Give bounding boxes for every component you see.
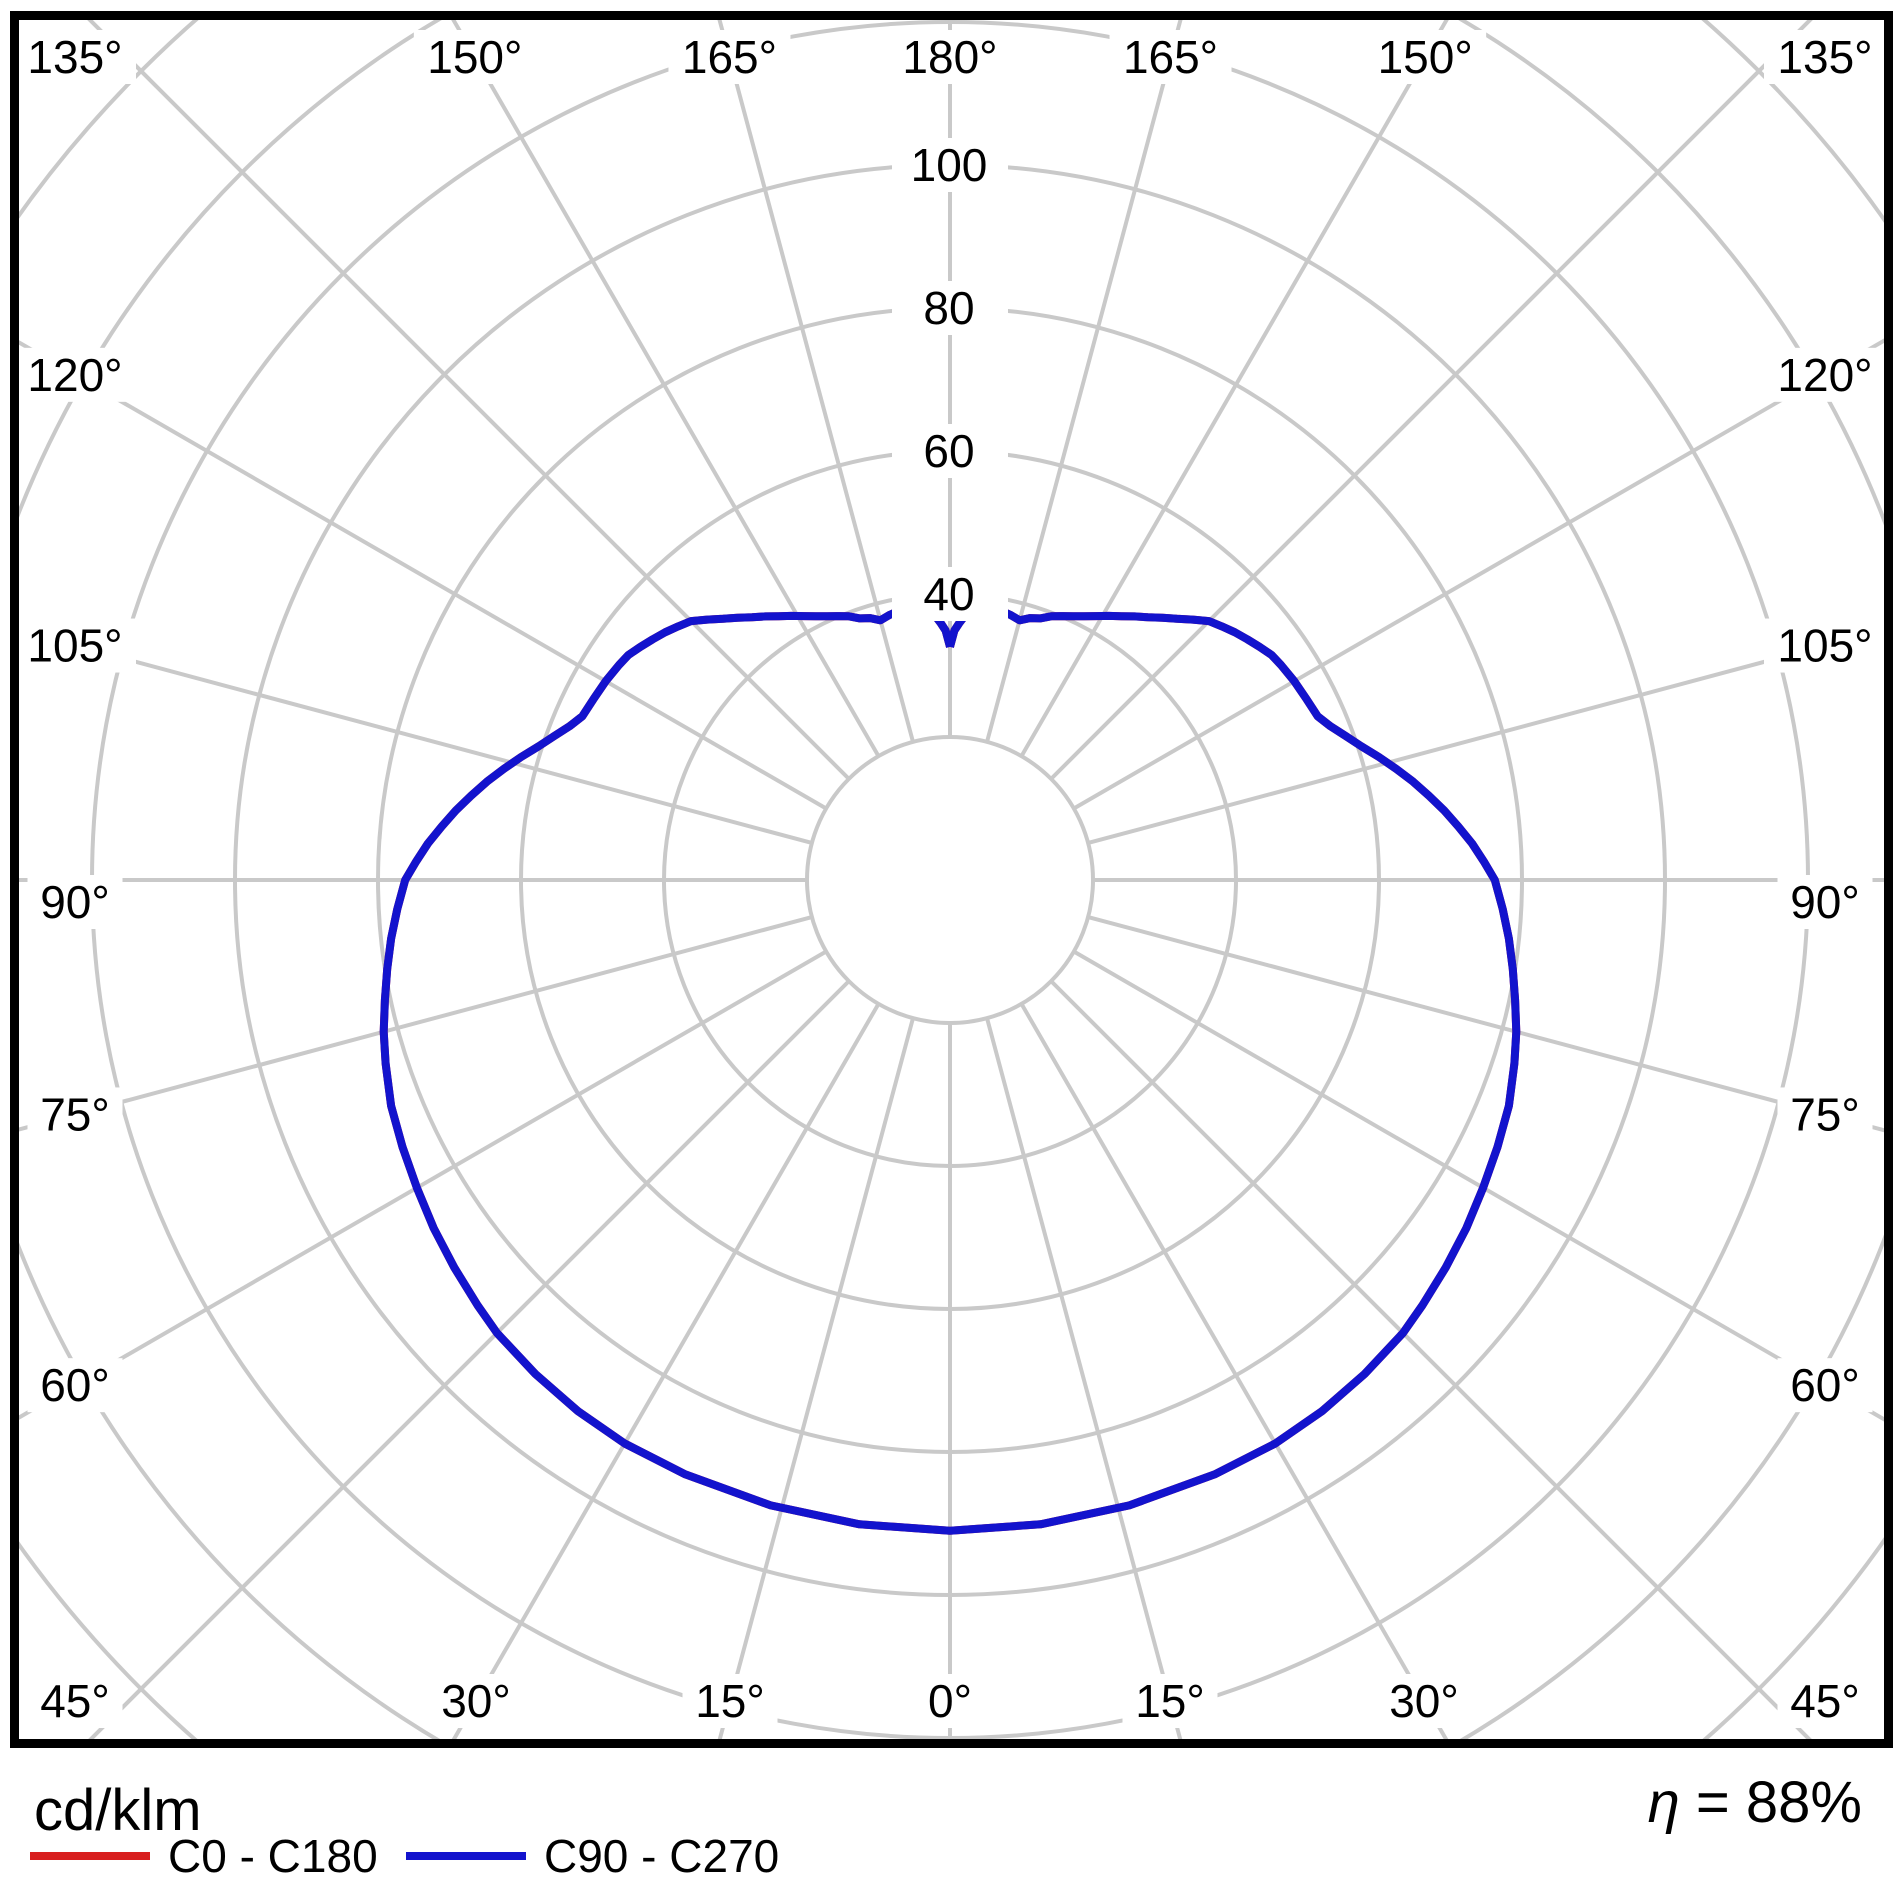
angle-label-mask (682, 1674, 778, 1728)
angle-label-60-left: 60° (40, 1359, 110, 1411)
legend-label-c0-c180: C0 - C180 (168, 1830, 378, 1882)
grid-spoke-150 (1019, 15, 1452, 758)
angle-label-180-right: 180° (902, 31, 997, 83)
axis-labels: 40 60 80 100 0° 15° 15° 30° 30° 45° 45° 60° 60° 75° 75… (14, 30, 1886, 1728)
grid-spoke-15 (985, 1017, 1184, 1744)
angle-label-30-right: 30° (1389, 1675, 1459, 1727)
angle-label-mask (1764, 618, 1886, 673)
angle-label-mask (14, 347, 136, 402)
angle-label-120-right: 120° (1777, 349, 1872, 401)
grid-spoke-330 (448, 1002, 881, 1744)
angle-label-75-right: 75° (1790, 1088, 1860, 1140)
angle-label-135-left: 135° (27, 31, 122, 83)
angle-label-mask (1122, 1674, 1218, 1728)
angle-label-mask (27, 1358, 123, 1413)
angle-label-mask (27, 1087, 123, 1142)
angle-label-45-right: 45° (1790, 1675, 1860, 1727)
angle-label-mask (1364, 30, 1487, 84)
angle-label-15-left: 15° (695, 1675, 765, 1727)
grid-spoke-75 (1087, 915, 1889, 1134)
grid-spoke-240 (14, 337, 828, 811)
ring-label-mask (892, 281, 1008, 335)
angle-label-150-left: 150° (427, 31, 522, 83)
angle-label-mask (27, 1674, 123, 1728)
grid-spoke-345 (716, 1017, 915, 1744)
grid-spoke-255 (14, 627, 813, 845)
grid-spoke-300 (14, 949, 828, 1423)
ring-label: 100 (911, 139, 988, 191)
angle-label-105-right: 105° (1777, 620, 1872, 672)
grid-ring-20 (805, 735, 1095, 1025)
grid-spoke-225 (82, 15, 851, 781)
legend-label-c90-c270: C90 - C270 (544, 1830, 779, 1882)
angle-label-15-right: 15° (1135, 1675, 1205, 1727)
angle-label-75-left: 75° (40, 1088, 110, 1140)
ring-label-mask (892, 424, 1008, 478)
angle-label-mask (1764, 30, 1886, 84)
angle-label-60-right: 60° (1790, 1359, 1860, 1411)
efficiency-label: η = 88% (1648, 1770, 1862, 1835)
ring-label: 40 (923, 568, 974, 620)
angle-label-mask (1109, 30, 1232, 84)
grid-spoke-315 (83, 979, 851, 1744)
grid-spoke-210 (448, 15, 881, 758)
grid-spoke-105 (1087, 626, 1889, 845)
grid-spoke-30 (1019, 1002, 1452, 1744)
grid-spoke-195 (716, 15, 915, 743)
ring-label: 60 (923, 425, 974, 477)
angle-label-150-right: 150° (1378, 31, 1473, 83)
grid-spoke-45 (1049, 979, 1817, 1744)
angle-label-30-left: 30° (441, 1675, 511, 1727)
grid-spoke-285 (14, 915, 813, 1133)
angle-label-mask (1777, 875, 1873, 929)
angle-label-mask (889, 30, 1011, 84)
angle-label-mask (668, 30, 791, 84)
grid-spoke-60 (1072, 949, 1889, 1425)
angle-label-105-left: 105° (27, 620, 122, 672)
angle-label-mask (14, 618, 136, 673)
ring-label: 80 (923, 282, 974, 334)
angle-label-mask (1777, 1087, 1873, 1142)
angle-label-90-left: 90° (40, 876, 110, 928)
angle-label-mask (413, 30, 536, 84)
grid-spoke-120 (1072, 335, 1889, 811)
angle-label-mask (428, 1674, 524, 1728)
angle-label-mask (916, 1674, 984, 1728)
angle-label-135-right: 135° (1777, 31, 1872, 83)
legend: C0 - C180 C90 - C270 (30, 1830, 779, 1882)
angle-label-45-left: 45° (40, 1675, 110, 1727)
ring-label-mask (892, 567, 1008, 621)
angle-label-90-right: 90° (1790, 876, 1860, 928)
curve-c90-c270 (379, 605, 1521, 1535)
angle-label-mask (1376, 1674, 1472, 1728)
units-label: cd/klm (34, 1778, 202, 1843)
angle-label-mask (14, 30, 136, 84)
angle-label-mask (1764, 347, 1886, 402)
angle-label-165-left: 165° (682, 31, 777, 83)
ring-label-mask (892, 138, 1008, 192)
plot-frame (10, 11, 1893, 1748)
distribution-curves (379, 605, 1521, 1535)
angle-label-165-right: 165° (1123, 31, 1218, 83)
angle-label-120-left: 120° (27, 349, 122, 401)
angle-label-mask (1777, 1358, 1873, 1413)
angle-label-mask (27, 875, 123, 929)
grid-spoke-165 (985, 15, 1184, 743)
angle-label-0-right: 0° (928, 1675, 972, 1727)
angle-label-mask (1777, 1674, 1873, 1728)
grid-spoke-135 (1049, 15, 1818, 781)
